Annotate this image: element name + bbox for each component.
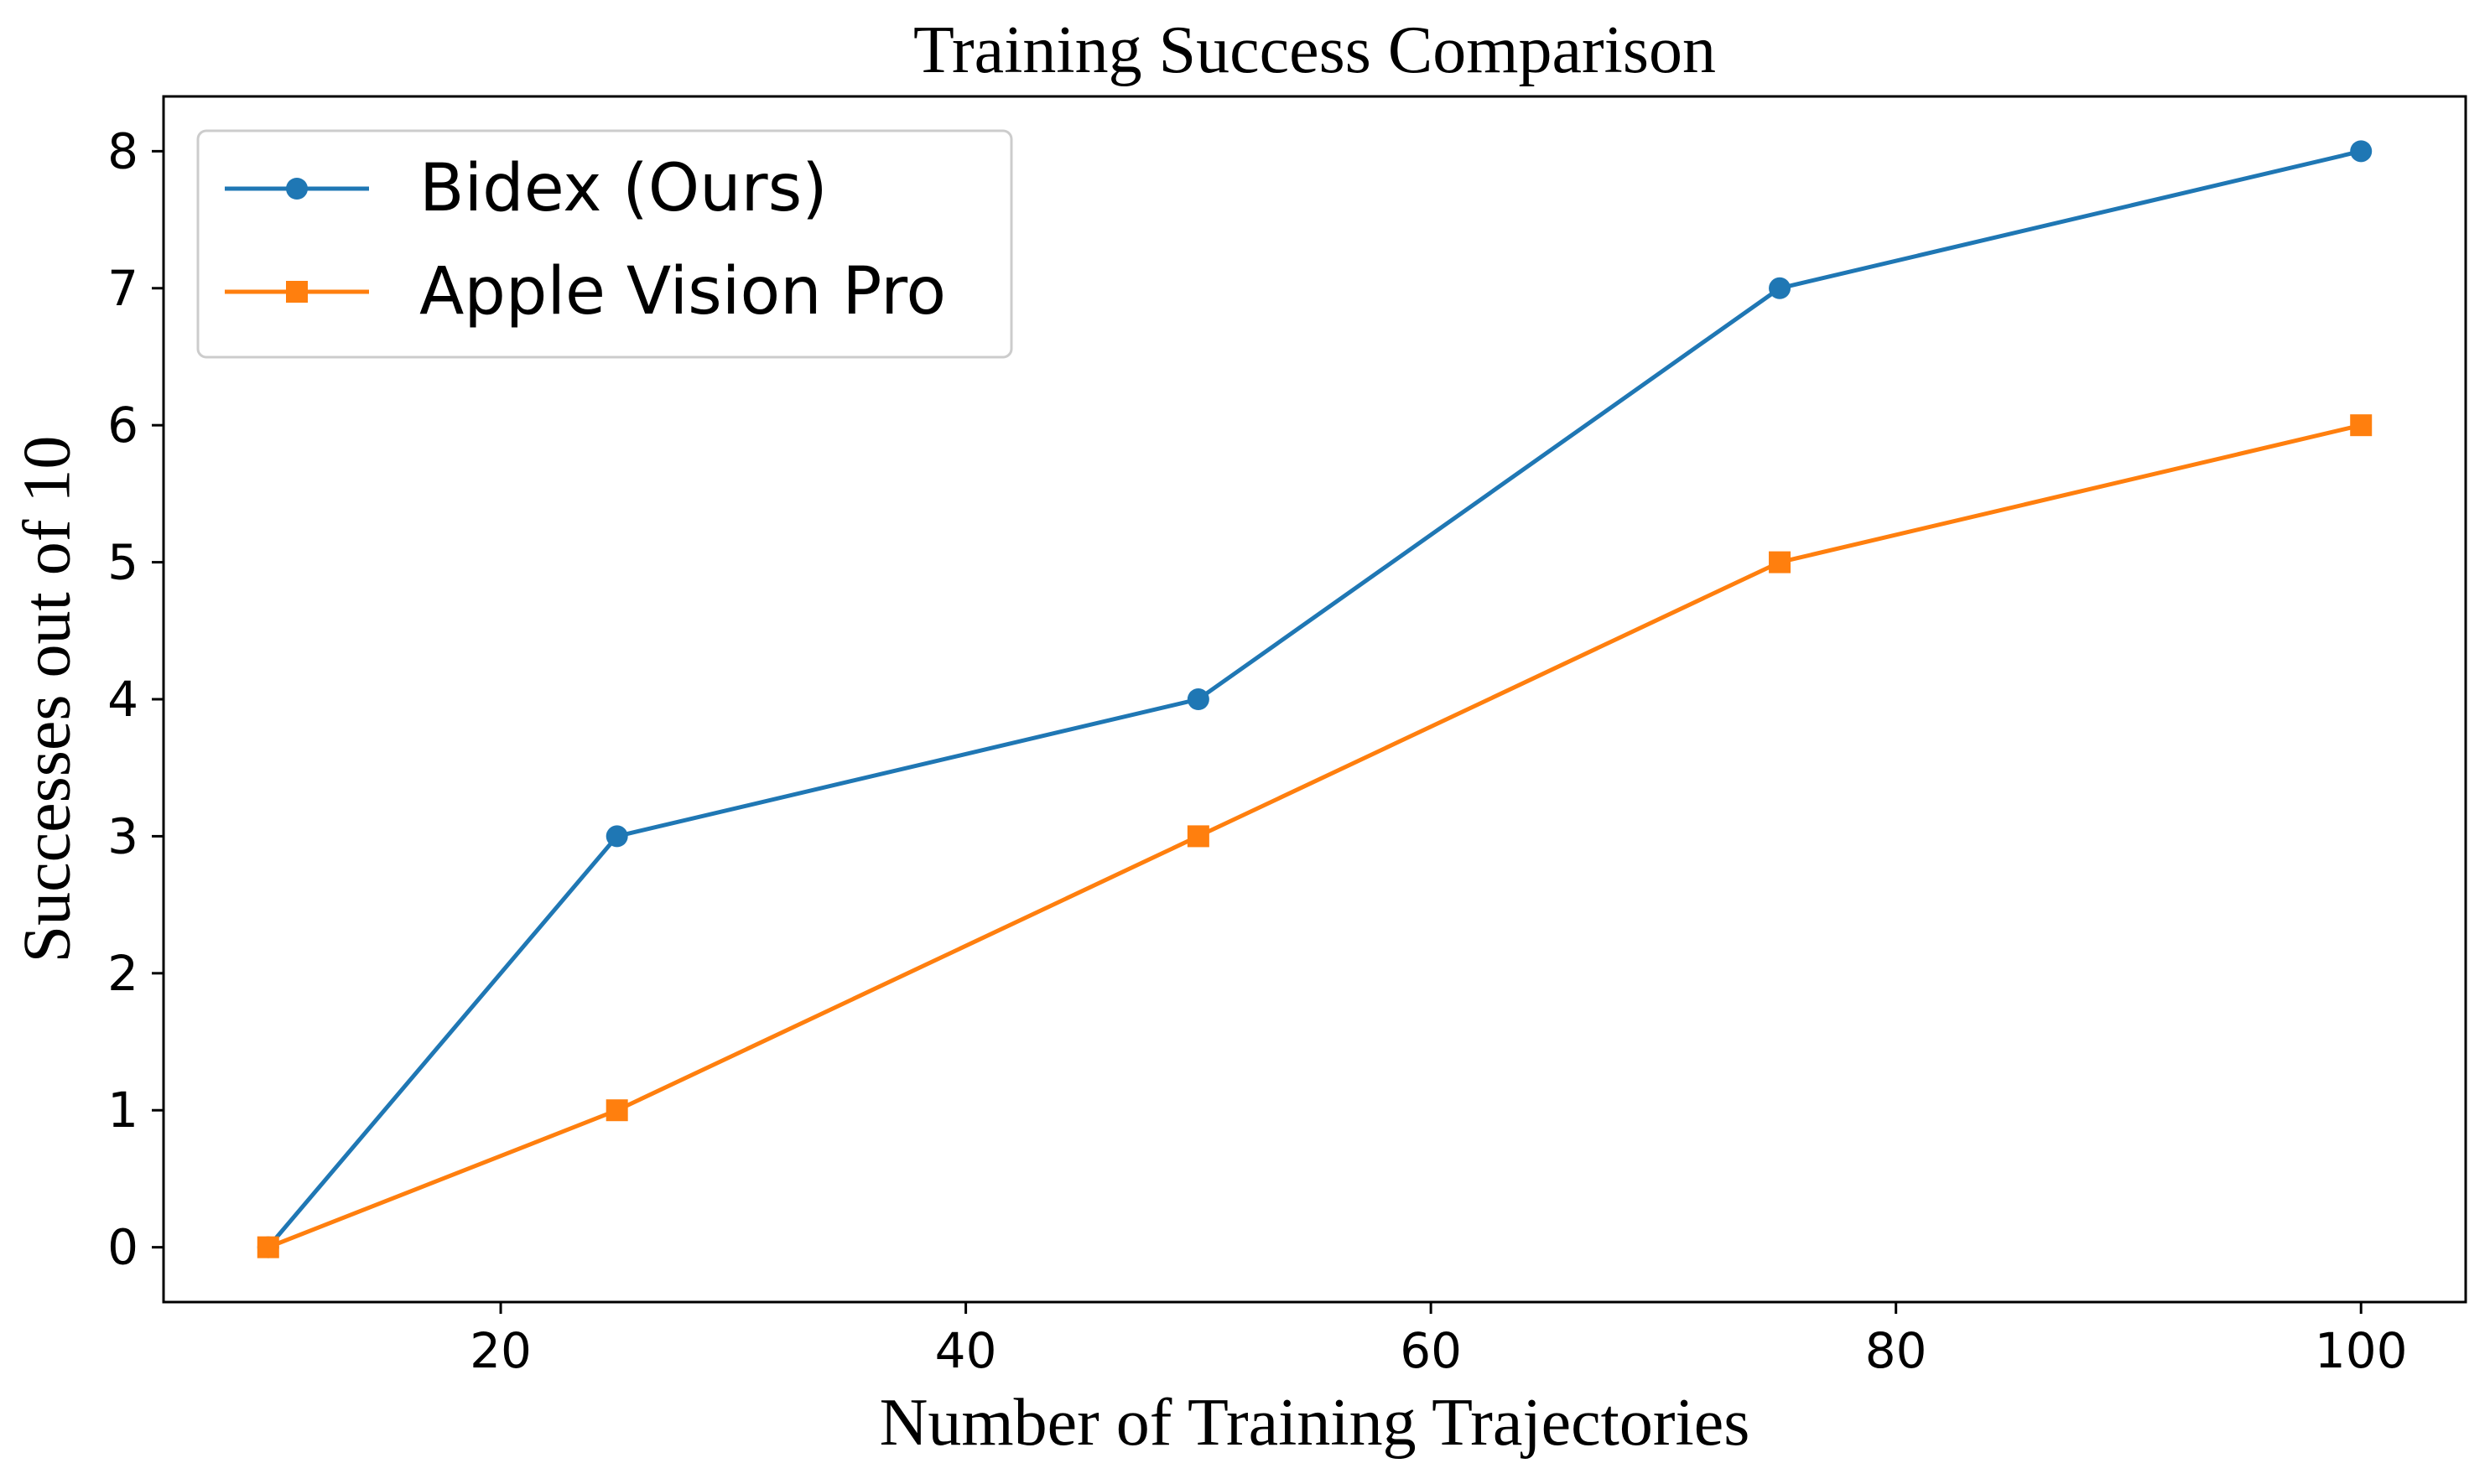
chart-title: Training Success Comparison (913, 13, 1716, 87)
y-tick-label: 7 (107, 260, 138, 317)
legend: Bidex (Ours) Apple Vision Pro (196, 129, 1013, 359)
data-point (257, 1236, 279, 1258)
data-point (1769, 277, 1791, 299)
legend-entry: Apple Vision Pro (225, 254, 946, 329)
y-axis-label: Successes out of 10 (10, 436, 84, 963)
x-tick-label: 60 (1400, 1322, 1462, 1379)
data-point (2350, 140, 2373, 163)
legend-label: Apple Vision Pro (419, 254, 946, 329)
data-point (1187, 825, 1209, 848)
y-tick-label: 2 (107, 945, 138, 1002)
y-axis: 0 1 2 3 4 5 6 7 8 (107, 122, 164, 1276)
y-tick-label: 5 (107, 534, 138, 591)
legend-marker (286, 281, 308, 303)
x-tick-label: 80 (1865, 1322, 1927, 1379)
y-tick-label: 8 (107, 122, 138, 179)
y-tick-label: 4 (107, 671, 138, 728)
x-axis-label: Number of Training Trajectories (880, 1386, 1750, 1460)
y-tick-label: 6 (107, 397, 138, 454)
legend-marker (286, 178, 308, 200)
series-layer (257, 140, 2373, 1258)
y-tick-label: 3 (107, 807, 138, 864)
data-point (606, 825, 628, 848)
y-tick-label: 1 (107, 1082, 138, 1139)
legend-entries: Bidex (Ours) Apple Vision Pro (225, 151, 946, 329)
data-point (1187, 688, 1209, 710)
legend-entry: Bidex (Ours) (225, 151, 828, 226)
legend-label: Bidex (Ours) (419, 151, 828, 226)
data-point (1769, 551, 1791, 573)
data-point (606, 1099, 628, 1122)
x-tick-label: 20 (470, 1322, 532, 1379)
legend-box (196, 129, 1013, 359)
series-2 (257, 414, 2373, 1258)
plot-area (162, 95, 2467, 1304)
data-point (2350, 414, 2373, 437)
x-axis: 20 40 60 80 100 (470, 1302, 2408, 1379)
x-tick-label: 40 (935, 1322, 997, 1379)
x-tick-label: 100 (2315, 1322, 2408, 1379)
y-tick-label: 0 (107, 1219, 138, 1276)
